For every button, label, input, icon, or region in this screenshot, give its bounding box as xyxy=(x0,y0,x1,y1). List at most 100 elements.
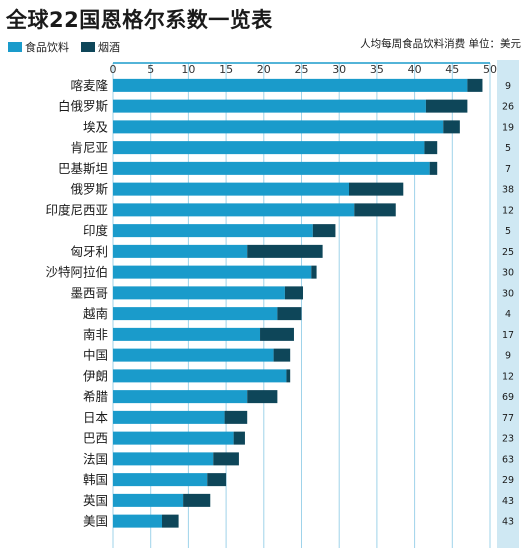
x-tick-label: 20 xyxy=(257,63,271,76)
category-label: 匈牙利 xyxy=(70,244,108,259)
weekly-spend-value: 43 xyxy=(502,496,514,507)
bar-food xyxy=(113,327,261,341)
weekly-spend-value: 30 xyxy=(502,268,514,279)
category-label: 巴基斯坦 xyxy=(58,161,108,176)
bar-alcohol xyxy=(284,286,304,300)
x-tick-label: 10 xyxy=(181,63,195,76)
category-label: 白俄罗斯 xyxy=(58,99,108,114)
bar-alcohol xyxy=(425,99,468,113)
bar-alcohol xyxy=(349,182,404,196)
spend-panel xyxy=(497,60,519,548)
weekly-spend-value: 25 xyxy=(502,247,514,258)
weekly-spend-value: 7 xyxy=(505,164,511,175)
bar-alcohol xyxy=(273,348,291,362)
category-label: 印度尼西亚 xyxy=(45,202,108,217)
weekly-spend-value: 9 xyxy=(505,81,511,92)
weekly-spend-value: 77 xyxy=(502,413,514,424)
bar-food xyxy=(113,431,234,445)
bar-food xyxy=(113,265,312,279)
category-label: 希腊 xyxy=(83,389,109,404)
bar-food xyxy=(113,120,444,134)
weekly-spend-value: 69 xyxy=(502,392,514,403)
legend-label-alcohol: 烟酒 xyxy=(98,41,120,54)
weekly-spend-value: 38 xyxy=(502,185,514,196)
bar-food xyxy=(113,390,248,404)
bar-alcohol xyxy=(233,431,245,445)
category-label: 日本 xyxy=(83,410,109,425)
category-label: 韩国 xyxy=(83,472,108,487)
bar-alcohol xyxy=(467,78,483,92)
weekly-spend-value: 26 xyxy=(502,102,514,113)
x-tick-label: 5 xyxy=(147,63,154,76)
legend-item-food: 食品饮料 xyxy=(8,39,69,55)
x-tick-label: 0 xyxy=(110,63,117,76)
weekly-spend-value: 43 xyxy=(502,517,514,528)
category-label: 越南 xyxy=(83,306,108,321)
bar-food xyxy=(113,99,426,113)
bar-alcohol xyxy=(260,327,294,341)
bar-alcohol xyxy=(247,390,278,404)
category-label: 法国 xyxy=(83,451,108,466)
weekly-spend-value: 5 xyxy=(505,226,511,237)
category-label: 南非 xyxy=(83,327,108,342)
x-tick-label: 50 xyxy=(483,63,497,76)
legend-label-food: 食品饮料 xyxy=(25,41,69,54)
legend-swatch-food xyxy=(8,42,22,52)
bar-food xyxy=(113,369,287,383)
x-tick-label: 15 xyxy=(219,63,233,76)
weekly-spend-value: 12 xyxy=(502,371,514,382)
bar-alcohol xyxy=(213,452,239,466)
bar-food xyxy=(113,514,163,528)
x-tick-label: 30 xyxy=(332,63,346,76)
category-label: 肯尼亚 xyxy=(70,140,108,155)
weekly-spend-value: 63 xyxy=(502,454,514,465)
weekly-spend-value: 9 xyxy=(505,351,511,362)
bar-food xyxy=(113,244,248,258)
x-tick-label: 25 xyxy=(295,63,309,76)
category-label: 美国 xyxy=(83,514,108,529)
weekly-spend-value: 17 xyxy=(502,330,514,341)
weekly-spend-value: 23 xyxy=(502,434,514,445)
bar-alcohol xyxy=(286,369,291,383)
bar-food xyxy=(113,224,313,238)
bar-alcohol xyxy=(443,120,460,134)
bar-food xyxy=(113,452,214,466)
weekly-spend-value: 5 xyxy=(505,143,511,154)
weekly-spend-value: 29 xyxy=(502,475,514,486)
bar-alcohol xyxy=(162,514,179,528)
bar-alcohol xyxy=(183,493,211,507)
category-label: 印度 xyxy=(83,223,109,238)
bar-alcohol xyxy=(277,307,302,321)
bar-alcohol xyxy=(312,224,336,238)
bar-food xyxy=(113,203,355,217)
legend-swatch-alcohol xyxy=(81,42,95,52)
bar-alcohol xyxy=(207,473,227,487)
bar-alcohol xyxy=(429,161,438,175)
category-label: 沙特阿拉伯 xyxy=(45,265,108,280)
legend-item-alcohol: 烟酒 xyxy=(81,39,120,55)
bar-food xyxy=(113,78,468,92)
bar-food xyxy=(113,493,184,507)
bar-food xyxy=(113,161,430,175)
category-label: 俄罗斯 xyxy=(70,182,108,197)
category-label: 埃及 xyxy=(83,119,109,134)
category-label: 墨西哥 xyxy=(70,285,108,300)
bar-food xyxy=(113,473,208,487)
bar-food xyxy=(113,307,278,321)
bar-alcohol xyxy=(424,141,438,155)
x-tick-label: 45 xyxy=(445,63,459,76)
chart-title: 全球22国恩格尔系数一览表 xyxy=(6,8,273,32)
weekly-spend-value: 19 xyxy=(502,122,514,133)
bar-food xyxy=(113,286,285,300)
bar-food xyxy=(113,141,425,155)
category-label: 巴西 xyxy=(83,431,108,446)
x-tick-label: 40 xyxy=(408,63,422,76)
category-label: 喀麦隆 xyxy=(70,78,108,93)
bar-food xyxy=(113,348,274,362)
category-label: 中国 xyxy=(83,348,108,363)
chart-legend: 食品饮料 烟酒 xyxy=(8,40,132,54)
bar-food xyxy=(113,182,350,196)
x-tick-label: 35 xyxy=(370,63,384,76)
bar-alcohol xyxy=(354,203,396,217)
